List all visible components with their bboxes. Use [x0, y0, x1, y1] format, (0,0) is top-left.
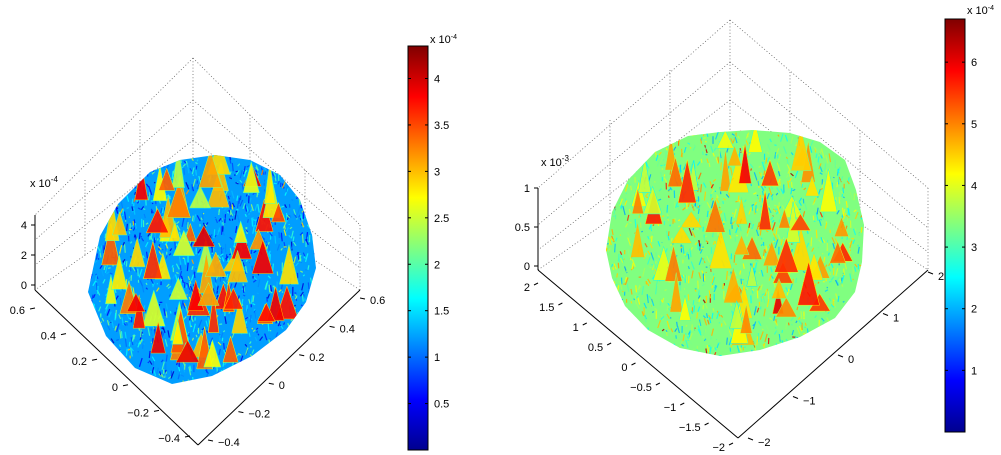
right-x-tick-label: 0.5: [588, 342, 603, 354]
right-colorbar-tick: 3: [971, 242, 977, 254]
left-x-tick-label: −0.4: [158, 433, 180, 445]
right-x-tick-label: 0: [621, 362, 627, 374]
right-y-tick-label: 1: [893, 313, 899, 325]
left-colorbar-tick: 3: [434, 166, 440, 178]
right-z-exponent: x 10-3: [541, 154, 569, 169]
left-x-tick-label: 0.6: [10, 305, 25, 317]
right-colorbar-tick: 2: [971, 304, 977, 316]
left-colorbar-tick: 1: [434, 352, 440, 364]
left-surface: [88, 155, 316, 384]
right-x-tick-label: −1: [664, 402, 677, 414]
left-ticks: 4 2 0 0.6 0.4 0.2 0 −0.2 −0.4 0.6 0.4 0.2 0 −0.2 −0.4: [10, 220, 386, 449]
right-x-tick-label: 1.5: [539, 302, 554, 314]
right-y-tick-label: 0: [848, 354, 854, 366]
right-colorbar: x 10-4 6 5 4 3 2 1: [944, 5, 994, 433]
left-y-tick-label: 0.2: [309, 352, 324, 364]
right-y-tick-label: −2: [758, 437, 771, 449]
left-colorbar-tick: 1.5: [434, 306, 449, 318]
left-colorbar: x 10-4 4 3.5 3 2.5 2 1.5 1 0.5: [407, 34, 457, 451]
right-y-tick-label: −1: [803, 396, 816, 408]
left-z-tick-label: 4: [21, 220, 27, 232]
left-colorbar-tick: 4: [434, 74, 440, 86]
right-z-tick-label: 0.5: [515, 222, 530, 234]
left-y-axis: [197, 289, 361, 446]
left-y-tick-label: −0.2: [248, 409, 270, 421]
right-x-tick-label: 2: [524, 282, 530, 294]
left-colorbar-tick: 2.5: [434, 213, 449, 225]
left-x-tick-label: 0.2: [72, 356, 87, 368]
right-colorbar-tick: 5: [971, 119, 977, 131]
left-y-tick-label: −0.4: [218, 437, 240, 449]
left-y-tick-label: 0.6: [370, 295, 385, 307]
left-x-tick-label: 0: [112, 382, 118, 394]
left-colorbar-tick: 0.5: [434, 399, 449, 411]
right-z-tick-label: 1: [524, 183, 530, 195]
right-colorbar-tick: 1: [971, 365, 977, 377]
right-colorbar-exponent: x 10-4: [967, 5, 994, 17]
left-axes: [34, 215, 361, 446]
right-colorbar-tick: 6: [971, 57, 977, 69]
left-x-tick-label: −0.2: [127, 407, 149, 419]
left-z-exponent: x 10-4: [30, 175, 58, 190]
left-surface-plot: 4200.60.40.20−0.2−0.40.60.40.20−0.2−0.4 …: [10, 57, 386, 449]
left-z-tick-label: 0: [21, 280, 27, 292]
right-colorbar-gradient: [945, 19, 965, 432]
right-x-tick-label: 1: [573, 322, 579, 334]
left-y-tick-label: 0.4: [340, 323, 355, 335]
right-x-tick-label: −0.5: [630, 382, 652, 394]
right-surface: [606, 130, 864, 356]
right-z-tick-label: 0: [524, 261, 530, 273]
right-x-tick-label: −2: [712, 442, 725, 454]
left-y-tick-label: 0: [279, 380, 285, 392]
left-z-tick-label: 2: [21, 250, 27, 262]
left-colorbar-exponent: x 10-4: [430, 34, 457, 46]
left-x-tick-label: 0.4: [41, 331, 56, 343]
left-x-axis: [34, 289, 199, 446]
left-colorbar-tick: 3.5: [434, 120, 449, 132]
right-colorbar-tick: 4: [971, 180, 977, 192]
right-y-tick-label: 2: [938, 271, 944, 283]
right-x-tick-label: −1.5: [679, 422, 701, 434]
left-colorbar-gradient: [408, 46, 428, 450]
right-axes: [537, 188, 929, 439]
right-x-axis: [537, 269, 739, 439]
left-colorbar-tick: 2: [434, 259, 440, 271]
right-y-axis: [737, 269, 929, 439]
